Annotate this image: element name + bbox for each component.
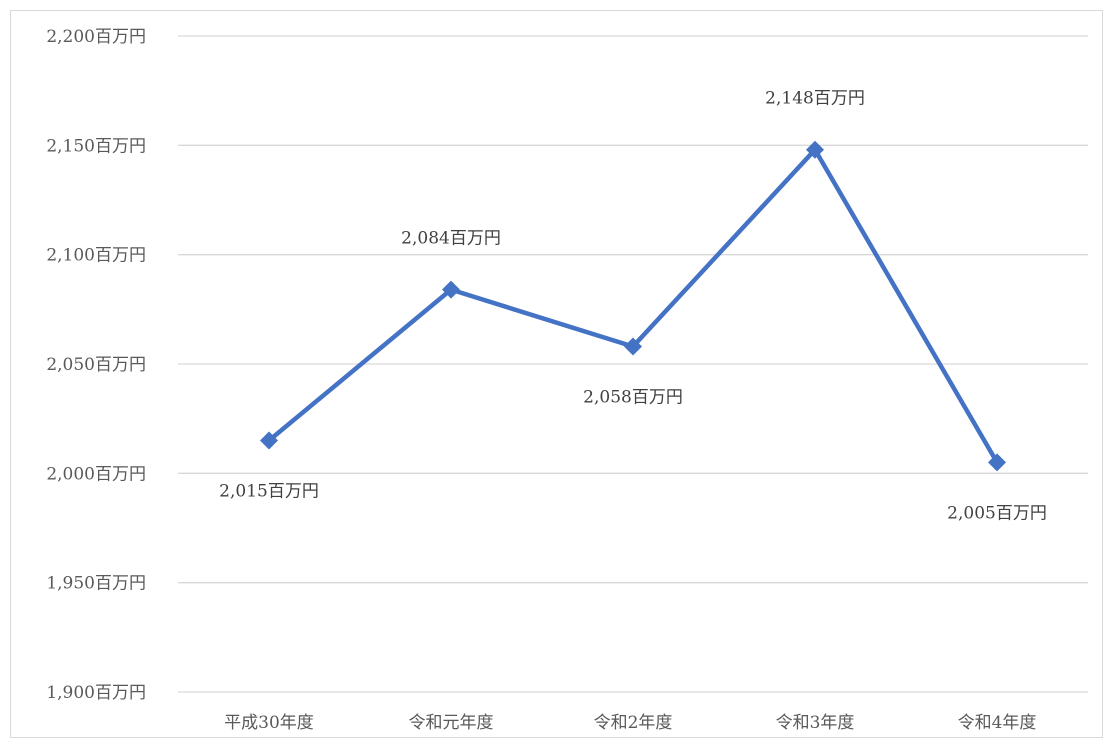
- data-point-marker: [988, 453, 1006, 472]
- data-point-marker: [260, 431, 278, 450]
- series-line: [266, 147, 1000, 465]
- x-tick-label: 令和3年度: [776, 713, 855, 733]
- y-tick-label: 2,150百万円: [46, 136, 146, 156]
- data-label: 2,015百万円: [219, 482, 319, 502]
- data-label: 2,058百万円: [583, 388, 683, 408]
- y-tick-label: 1,900百万円: [46, 683, 146, 703]
- y-tick-label: 1,950百万円: [46, 574, 146, 594]
- y-axis-tick-labels: 2,200百万円 2,150百万円 2,100百万円 2,050百万円 2,000百万円…: [46, 27, 146, 703]
- data-labels: 2,015百万円 2,084百万円 2,058百万円 2,148百万円 2,005百万円: [219, 89, 1047, 524]
- series: [266, 147, 1000, 465]
- y-tick-label: 2,000百万円: [46, 464, 146, 484]
- x-tick-label: 平成30年度: [224, 713, 314, 733]
- data-point-marker: [442, 280, 460, 299]
- chart-frame: [10, 10, 1103, 738]
- x-tick-label: 令和2年度: [594, 713, 673, 733]
- data-label: 2,084百万円: [401, 229, 501, 249]
- data-markers: [260, 140, 1006, 472]
- x-tick-label: 令和元年度: [409, 713, 494, 733]
- y-tick-label: 2,200百万円: [46, 27, 146, 47]
- data-label: 2,005百万円: [947, 503, 1047, 523]
- data-point-marker: [806, 140, 824, 159]
- data-point-marker: [624, 337, 642, 356]
- gridlines: [178, 35, 1088, 693]
- x-axis-tick-labels: 平成30年度 令和元年度 令和2年度 令和3年度 令和4年度: [224, 713, 1036, 733]
- x-tick-label: 令和4年度: [958, 713, 1037, 733]
- data-label: 2,148百万円: [765, 89, 865, 109]
- y-tick-label: 2,050百万円: [46, 355, 146, 375]
- y-tick-label: 2,100百万円: [46, 246, 146, 266]
